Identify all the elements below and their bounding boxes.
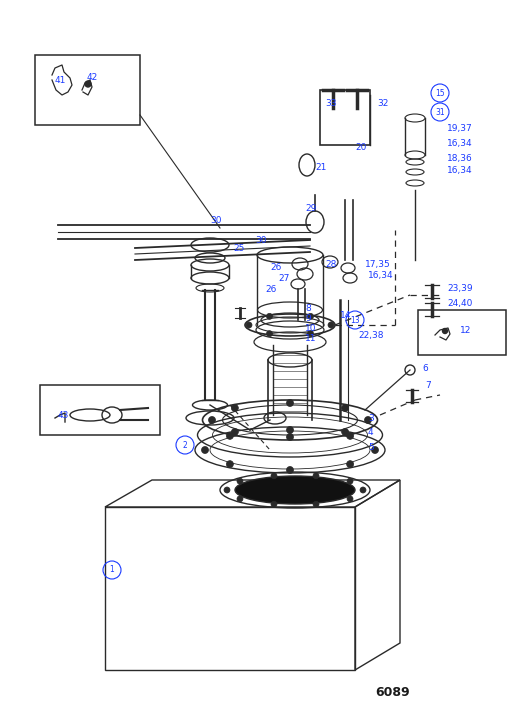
Text: 19,37: 19,37 bbox=[447, 124, 473, 132]
Ellipse shape bbox=[235, 476, 355, 504]
Circle shape bbox=[371, 446, 379, 454]
Circle shape bbox=[208, 416, 215, 423]
Text: 15: 15 bbox=[435, 89, 445, 97]
Text: 41: 41 bbox=[55, 76, 66, 84]
Circle shape bbox=[328, 322, 334, 328]
Text: 18,36: 18,36 bbox=[447, 153, 473, 163]
Text: 6089: 6089 bbox=[375, 686, 409, 700]
Bar bbox=[320, 90, 370, 145]
Text: 11: 11 bbox=[305, 333, 317, 343]
Text: 1: 1 bbox=[110, 565, 114, 575]
Circle shape bbox=[313, 473, 319, 479]
Circle shape bbox=[237, 478, 243, 484]
Circle shape bbox=[313, 501, 319, 508]
Text: 26: 26 bbox=[265, 284, 277, 294]
Text: 12: 12 bbox=[460, 325, 471, 335]
Circle shape bbox=[266, 330, 272, 337]
Text: 31: 31 bbox=[435, 107, 445, 117]
Text: 23,39: 23,39 bbox=[447, 284, 472, 292]
Text: 30: 30 bbox=[255, 235, 266, 245]
Circle shape bbox=[307, 313, 313, 320]
Text: 20: 20 bbox=[355, 143, 366, 151]
Circle shape bbox=[342, 405, 349, 411]
Text: 28: 28 bbox=[325, 259, 337, 269]
Text: 42: 42 bbox=[87, 73, 98, 81]
Text: 26: 26 bbox=[270, 263, 281, 271]
Circle shape bbox=[360, 487, 366, 493]
Text: 43: 43 bbox=[58, 410, 69, 420]
Bar bbox=[418, 310, 506, 355]
Bar bbox=[40, 385, 160, 435]
Circle shape bbox=[342, 428, 349, 436]
Circle shape bbox=[443, 328, 447, 333]
Circle shape bbox=[307, 330, 313, 337]
Text: 2: 2 bbox=[183, 441, 187, 449]
Circle shape bbox=[347, 461, 353, 468]
Bar bbox=[35, 55, 140, 125]
Text: 8: 8 bbox=[305, 304, 311, 312]
Text: 27: 27 bbox=[278, 274, 289, 282]
Circle shape bbox=[347, 432, 353, 439]
Circle shape bbox=[347, 478, 353, 484]
Circle shape bbox=[286, 426, 293, 433]
Text: 4: 4 bbox=[368, 428, 373, 436]
Text: 24,40: 24,40 bbox=[447, 299, 472, 307]
Text: 30: 30 bbox=[210, 215, 222, 225]
Text: 22,38: 22,38 bbox=[358, 330, 384, 340]
Text: 9: 9 bbox=[305, 313, 311, 323]
Circle shape bbox=[271, 501, 277, 508]
Text: 32: 32 bbox=[377, 99, 388, 107]
Text: 21: 21 bbox=[315, 163, 326, 171]
Text: 17,35: 17,35 bbox=[365, 259, 391, 269]
Text: 16,34: 16,34 bbox=[447, 166, 472, 174]
Circle shape bbox=[266, 313, 272, 320]
Circle shape bbox=[286, 467, 293, 474]
Circle shape bbox=[365, 416, 371, 423]
Circle shape bbox=[231, 405, 239, 411]
Text: 16,34: 16,34 bbox=[368, 271, 393, 279]
Text: 10: 10 bbox=[305, 323, 317, 333]
Circle shape bbox=[286, 400, 293, 407]
Text: 29: 29 bbox=[305, 204, 317, 212]
Circle shape bbox=[85, 81, 91, 87]
Text: 25: 25 bbox=[233, 243, 244, 253]
Text: 13: 13 bbox=[350, 315, 360, 325]
Text: 33: 33 bbox=[325, 99, 337, 107]
Circle shape bbox=[226, 432, 233, 439]
Circle shape bbox=[237, 496, 243, 502]
Text: 14: 14 bbox=[340, 310, 351, 320]
Text: 16,34: 16,34 bbox=[447, 138, 472, 148]
Circle shape bbox=[271, 473, 277, 479]
Circle shape bbox=[347, 496, 353, 502]
Text: 7: 7 bbox=[425, 380, 431, 390]
Text: 6: 6 bbox=[422, 364, 428, 372]
Text: 3: 3 bbox=[368, 413, 374, 423]
Circle shape bbox=[226, 461, 233, 468]
Circle shape bbox=[286, 433, 293, 441]
Circle shape bbox=[202, 446, 208, 454]
Circle shape bbox=[231, 428, 239, 436]
Circle shape bbox=[246, 322, 252, 328]
Circle shape bbox=[224, 487, 230, 493]
Text: 5: 5 bbox=[368, 443, 374, 451]
